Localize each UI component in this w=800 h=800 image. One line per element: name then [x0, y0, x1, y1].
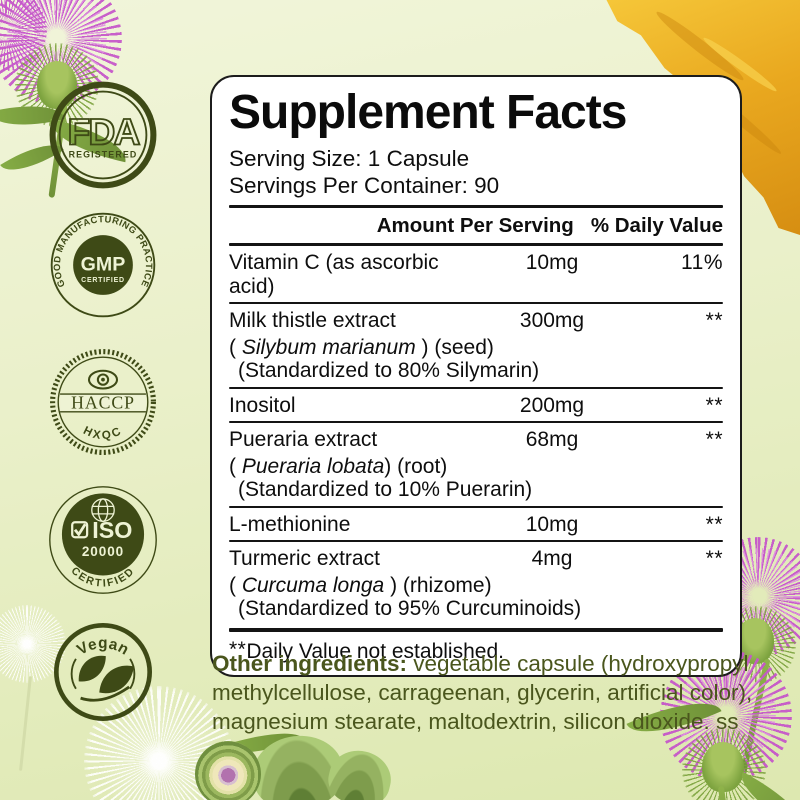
ingredient-name: Pueraria extract: [229, 427, 378, 451]
row-divider: [229, 505, 723, 508]
other-ingredients: Other ingredients: vegetable capsule (hy…: [212, 649, 758, 736]
panel-title: Supplement Facts: [229, 86, 627, 139]
table-row: Pueraria extract 68mg ** ( Pueraria lobata)…: [229, 423, 723, 506]
row-divider: [229, 420, 723, 423]
row-divider: [229, 539, 723, 542]
left-paren-arc: [70, 658, 77, 690]
ingredient-name: L-methionine: [229, 512, 351, 536]
badge-ring: [49, 486, 157, 594]
badge-core: [61, 493, 145, 576]
eye-icon: [87, 369, 119, 390]
iso-text: ISO: [92, 517, 132, 543]
divider: [229, 204, 723, 208]
right-paren-arc: [129, 658, 136, 690]
ingredient-amount: 4mg: [531, 546, 573, 570]
haccp-text: HACCP: [71, 393, 135, 413]
ingredient-amount: 200mg: [519, 393, 585, 417]
ingredient-daily-value: **: [705, 393, 723, 417]
iso-number: 20000: [82, 544, 124, 559]
leaf-icon: [78, 655, 106, 682]
table-row: Inositol 200mg **: [229, 389, 723, 421]
leaf-icon: [99, 665, 134, 694]
table-row: L-methionine 10mg **: [229, 508, 723, 540]
eye-pupil: [101, 377, 105, 382]
latin-name-line: ( Pueraria lobata) (root): [229, 454, 448, 478]
dandelion-stem: [19, 676, 32, 771]
ingredient-name: Turmeric extract: [229, 546, 380, 570]
laurel-ring: [50, 349, 156, 455]
facts-rows: Vitamin C (as ascorbic acid) 10mg 11% Milk …: [229, 246, 723, 625]
check-mark-icon: [73, 523, 87, 537]
badge-core: [73, 235, 133, 295]
badge-ring: [49, 81, 157, 189]
latin-name-line: ( Curcuma longa ) (rhizome): [229, 573, 492, 597]
leaf-stem: [80, 685, 130, 702]
fda-registered-badge: FDA REGISTERED: [47, 79, 159, 191]
artichokes: [183, 721, 397, 800]
supplement-facts-panel: Supplement Facts Serving Size: 1 Capsule…: [210, 75, 742, 677]
ingredient-name: Inositol: [229, 393, 296, 417]
ingredient-daily-value: **: [705, 512, 723, 536]
badge-ring: [50, 212, 156, 318]
divider: [229, 242, 723, 246]
ingredient-amount: 300mg: [519, 308, 585, 332]
globe-icon: [91, 498, 115, 522]
table-row: Milk thistle extract 300mg ** ( Silybum mar…: [229, 304, 723, 387]
servings-per-container: Servings Per Container: 90: [229, 172, 500, 198]
thistle-bud: [37, 61, 77, 109]
haccp-badge: HACCP HXQC: [47, 346, 159, 458]
gmp-text: GMP: [81, 254, 126, 276]
haccp-band: [60, 393, 146, 413]
fda-subtitle: REGISTERED: [69, 149, 138, 159]
vegan-text: Vegan: [74, 635, 132, 659]
latin-name-line: ( Silybum marianum ) (seed): [229, 335, 494, 359]
badge-inner-ring: [58, 90, 148, 180]
serving-size: Serving Size: 1 Capsule: [229, 145, 470, 171]
column-daily-value: % Daily Value: [590, 213, 723, 237]
standardization-note: (Standardized to 95% Curcuminoids): [238, 597, 582, 621]
turmeric-streak: [652, 7, 748, 85]
daily-value-footnote: **Daily Value not established.: [229, 632, 723, 666]
divider: [229, 627, 723, 632]
table-row: Turmeric extract 4mg ** ( Curcuma longa ) (…: [229, 542, 723, 625]
gmp-subtitle: CERTIFIED: [81, 277, 125, 284]
gmp-certified-badge: GOOD MANUFACTURING PRACTICE GMP CERTIFIE…: [47, 209, 159, 321]
milk-thistle-flower-top-left: [0, 0, 235, 200]
standardization-note: (Standardized to 10% Puerarin): [238, 478, 533, 502]
badge-inner-ring: [57, 356, 149, 448]
ingredient-name: Milk thistle extract: [229, 308, 396, 332]
vegan-badge: Vegan: [47, 616, 159, 728]
footnote-text: Daily Value not established.: [246, 639, 504, 663]
ingredient-daily-value: **: [705, 427, 723, 451]
other-ingredients-text: vegetable capsule (hydroxypropyl methylc…: [212, 651, 753, 734]
ingredient-amount: 68mg: [525, 427, 579, 451]
ingredient-name: Vitamin C (as ascorbic acid): [229, 250, 439, 298]
ingredient-daily-value: 11%: [681, 250, 723, 274]
table-row: Vitamin C (as ascorbic acid) 10mg 11%: [229, 246, 723, 302]
footnote-stars: **: [229, 637, 247, 661]
ingredient-amount: 10mg: [525, 250, 579, 274]
eye-iris: [96, 373, 110, 386]
other-ingredients-label: Other ingredients:: [212, 651, 408, 676]
checkbox-icon: [71, 521, 89, 539]
standardization-note: (Standardized to 80% Silymarin): [238, 359, 540, 383]
ingredient-daily-value: **: [705, 308, 723, 332]
thistle-bud: [702, 742, 744, 792]
ingredient-amount: 10mg: [525, 512, 579, 536]
column-amount-per-serving: Amount Per Serving: [376, 213, 574, 237]
row-divider: [229, 386, 723, 389]
badge-ring: [54, 623, 152, 721]
iso-20000-badge: ISO 20000 CERTIFIED: [47, 484, 159, 596]
hxqc-text: HXQC: [81, 424, 125, 442]
row-divider: [229, 301, 723, 304]
ingredient-daily-value: **: [705, 546, 723, 570]
table-header: Amount Per Serving % Daily Value: [229, 208, 723, 243]
fda-text: FDA: [67, 110, 139, 152]
